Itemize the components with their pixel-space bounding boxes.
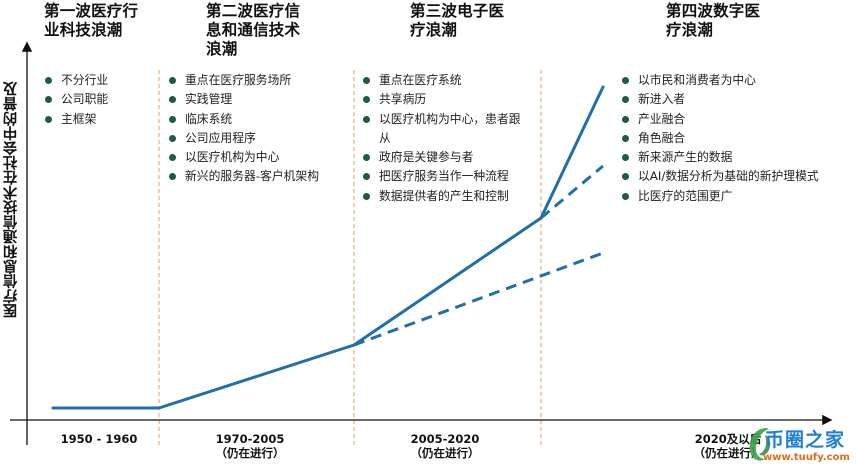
bullet-dot-icon <box>45 96 52 104</box>
bullet-dot-icon <box>363 115 370 123</box>
list-item: 政府是关键参与者 <box>361 148 531 167</box>
bullet-dot-icon <box>622 115 629 123</box>
list-item: 新兴的服务器-客户机架构 <box>167 167 352 186</box>
list-item: 公司职能 <box>43 90 155 109</box>
list-item: 把医疗服务当作一种流程 <box>361 167 531 186</box>
list-item: 共享病历 <box>361 90 531 109</box>
bullet-dot-icon <box>363 173 370 181</box>
list-item: 产业融合 <box>620 110 825 129</box>
bullet-dot-icon <box>622 154 629 162</box>
list-item: 数据提供者的产生和控制 <box>361 187 531 206</box>
bullet-dot-icon <box>363 77 370 84</box>
wave-2-title: 第二波医疗信 息和通信技术 浪潮 <box>206 2 301 58</box>
bullet-dot-icon <box>45 77 52 84</box>
list-item: 实践管理 <box>167 90 352 109</box>
list-item: 不分行业 <box>43 71 155 90</box>
watermark: 币圈之家 www.tuufy.com <box>745 423 861 471</box>
bullet-dot-icon <box>622 173 629 181</box>
wave-4-bullets: 以市民和消费者为中心 新进入者 产业融合 角色融合 新来源产生的数据 以AI/数… <box>620 71 825 206</box>
list-item: 新来源产生的数据 <box>620 148 825 167</box>
list-item: 公司应用程序 <box>167 129 352 148</box>
wave-1-bullets: 不分行业 公司职能 主框架 <box>43 71 155 129</box>
bullet-dot-icon <box>169 154 176 162</box>
bullet-dot-icon <box>363 96 370 104</box>
list-item: 重点在医疗系统 <box>361 71 531 90</box>
bullet-dot-icon <box>363 192 370 200</box>
list-item: 以市民和消费者为中心 <box>620 71 825 90</box>
watermark-logo-icon <box>749 428 771 461</box>
watermark-brand: 币圈之家 <box>765 429 846 451</box>
bullet-dot-icon <box>169 173 176 181</box>
bullet-dot-icon <box>363 154 370 162</box>
bullet-dot-icon <box>622 96 629 104</box>
watermark-url: www.tuufy.com <box>763 452 850 463</box>
period-label-4: 2020及以后 （仍在进行） <box>693 432 763 460</box>
list-item: 以AI/数据分析为基础的新护理模式 <box>620 167 825 186</box>
list-item: 临床系统 <box>167 110 352 129</box>
wave-1-title: 第一波医疗行 业科技浪潮 <box>44 2 139 39</box>
list-item: 主框架 <box>43 110 155 129</box>
bullet-dot-icon <box>622 77 629 84</box>
list-item: 以医疗机构为中心，患者跟从 <box>361 110 531 149</box>
wave-4-title: 第四波数字医 疗浪潮 <box>666 2 761 39</box>
bullet-dot-icon <box>169 134 176 142</box>
wave-3-title: 第三波电子医 疗浪潮 <box>410 2 505 39</box>
dashed-projection-upper <box>540 164 604 220</box>
y-axis-label: 医疗信息和通信技术在社会中的普及 <box>3 81 20 319</box>
bullet-dot-icon <box>45 115 52 123</box>
bullet-dot-icon <box>622 192 629 200</box>
list-item: 以医疗机构为中心 <box>167 148 352 167</box>
period-label-1: 1950 - 1960 <box>60 432 138 446</box>
dashed-projection-lower <box>353 251 604 347</box>
list-item: 比医疗的范围更广 <box>620 187 825 206</box>
period-label-3: 2005-2020 （仍在进行） <box>410 432 480 460</box>
bullet-dot-icon <box>169 77 176 84</box>
bullet-dot-icon <box>169 96 176 104</box>
bullet-dot-icon <box>169 115 176 123</box>
bullet-dot-icon <box>622 134 629 142</box>
list-item: 新进入者 <box>620 90 825 109</box>
list-item: 角色融合 <box>620 129 825 148</box>
period-label-2: 1970-2005 （仍在进行） <box>215 432 285 460</box>
wave-3-bullets: 重点在医疗系统 共享病历 以医疗机构为中心，患者跟从 政府是关键参与者 把医疗服… <box>361 71 531 206</box>
list-item: 重点在医疗服务场所 <box>167 71 352 90</box>
wave-2-bullets: 重点在医疗服务场所 实践管理 临床系统 公司应用程序 以医疗机构为中心 新兴的服… <box>167 71 352 187</box>
